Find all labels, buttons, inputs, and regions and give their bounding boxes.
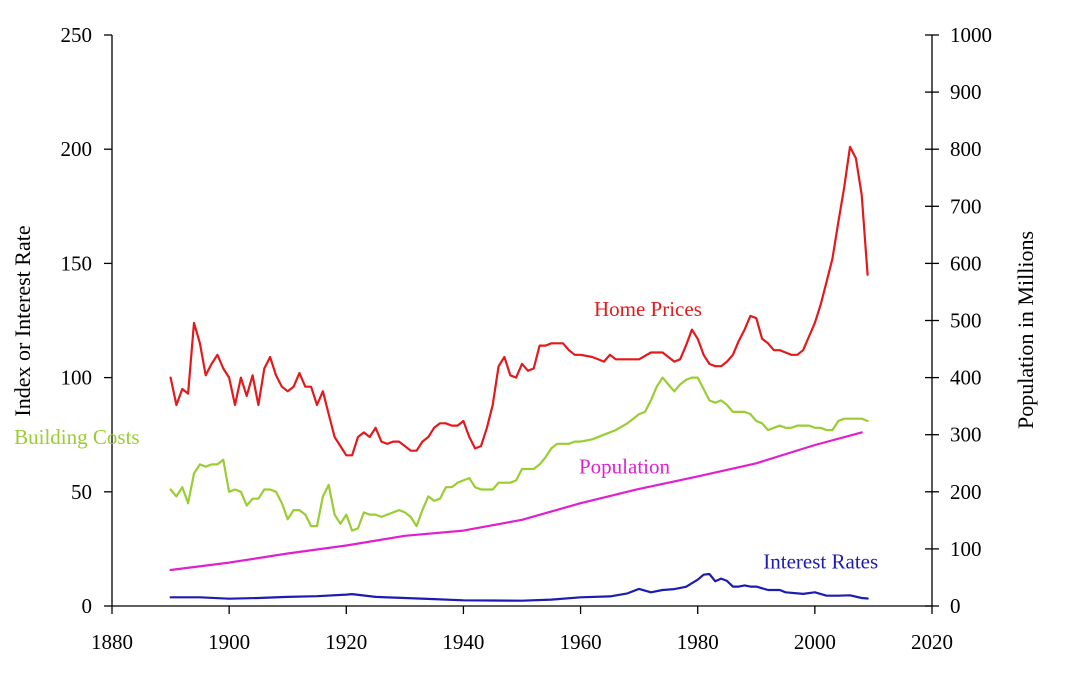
x-tick-label: 1940 <box>442 630 484 654</box>
series-lines <box>169 145 869 602</box>
home-prices-line <box>169 145 869 457</box>
y2-tick-label: 1000 <box>950 23 992 47</box>
x-tick-label: 2000 <box>794 630 836 654</box>
x-axis: 1880 1900 1920 1940 1960 1980 2000 2020 <box>91 606 953 654</box>
home-prices-label: Home Prices <box>594 297 702 321</box>
y2-tick-label: 0 <box>950 594 961 618</box>
building-costs-label: Building Costs <box>14 425 139 449</box>
y-tick-label: 150 <box>61 251 93 275</box>
y-axis-right: 0 100 200 300 400 500 600 700 800 900 1000 <box>925 23 992 618</box>
y2-tick-label: 300 <box>950 423 982 447</box>
y2-tick-label: 100 <box>950 537 982 561</box>
y2-tick-label: 400 <box>950 366 982 390</box>
y-tick-label: 250 <box>61 23 93 47</box>
x-tick-label: 1980 <box>677 630 719 654</box>
interest-rates-line <box>169 572 869 602</box>
x-tick-label: 1900 <box>208 630 250 654</box>
x-tick-label: 1920 <box>325 630 367 654</box>
population-label: Population <box>579 455 671 479</box>
series-labels: Home Prices Building Costs Population Inter… <box>14 297 878 573</box>
interest-rates-label: Interest Rates <box>763 549 878 573</box>
x-tick-label: 1960 <box>560 630 602 654</box>
y-axis-left-title: Index or Interest Rate <box>10 225 35 416</box>
y2-tick-label: 800 <box>950 137 982 161</box>
y2-tick-label: 200 <box>950 480 982 504</box>
population-line <box>169 431 863 572</box>
y-tick-label: 200 <box>61 137 93 161</box>
x-tick-label: 1880 <box>91 630 133 654</box>
y2-tick-label: 600 <box>950 251 982 275</box>
y-tick-label: 100 <box>61 366 93 390</box>
y2-tick-label: 500 <box>950 309 982 333</box>
y2-tick-label: 900 <box>950 80 982 104</box>
y-axis-left: 0 50 100 150 200 250 <box>61 23 112 618</box>
y2-tick-label: 700 <box>950 194 982 218</box>
y-tick-label: 50 <box>71 480 92 504</box>
x-tick-label: 2020 <box>911 630 953 654</box>
y-tick-label: 0 <box>82 594 93 618</box>
building-costs-line <box>169 376 869 532</box>
y-axis-right-title: Population in Millions <box>1013 231 1038 429</box>
